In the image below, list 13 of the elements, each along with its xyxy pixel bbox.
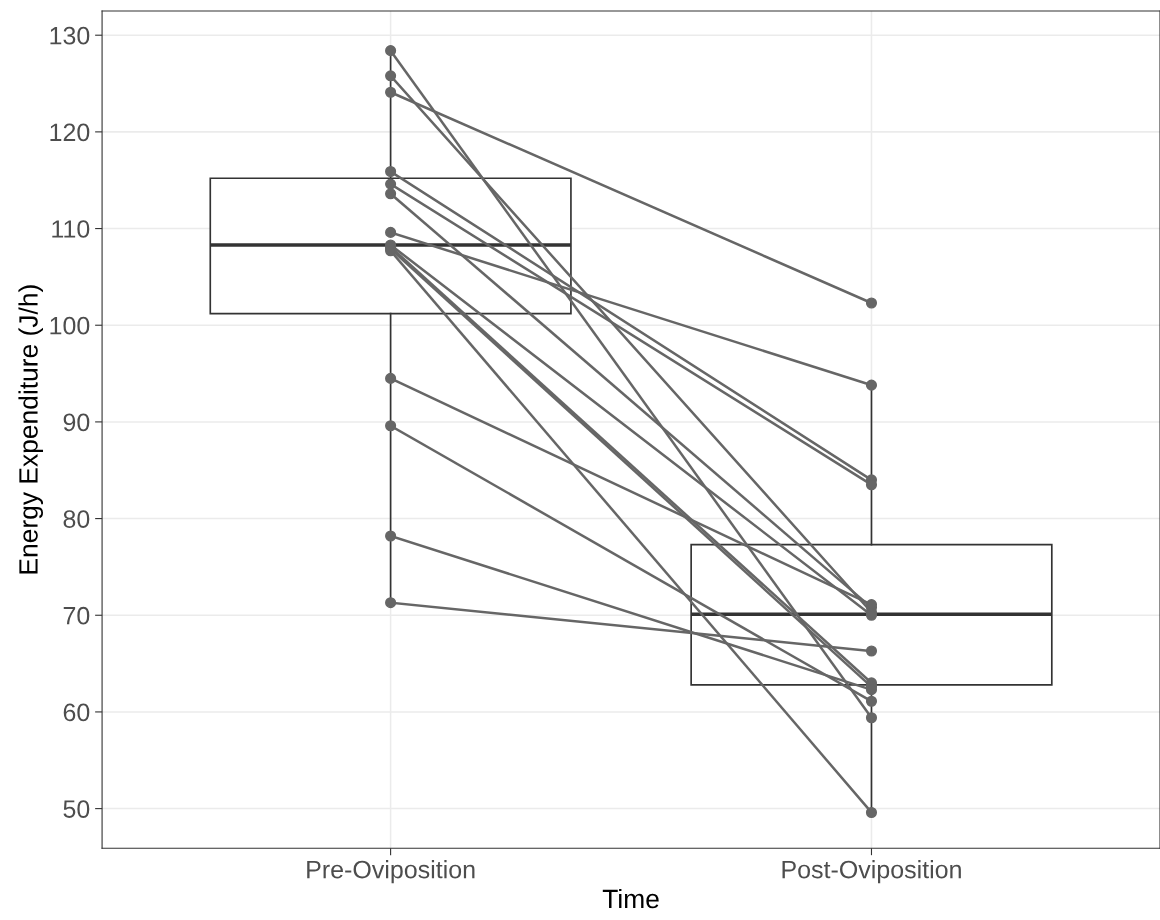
y-tick-label: 120 [50,123,90,142]
y-tick-label: 100 [50,316,90,335]
y-tick-label: 110 [52,220,90,238]
x-axis-title: Time [602,888,659,909]
y-axis-title: Energy Expenditure (J/h) [18,285,44,574]
y-tick-label: 80 [63,510,90,528]
y-tick-label: 130 [50,26,90,45]
y-tick-label: 90 [63,413,90,432]
y-tick-label: 70 [63,606,90,625]
y-tick-label: 50 [63,800,90,818]
x-tick-label: Post-Oviposition [782,860,961,884]
y-tick-label: 60 [63,703,90,722]
x-tick-label: Pre-Oviposition [307,860,475,884]
